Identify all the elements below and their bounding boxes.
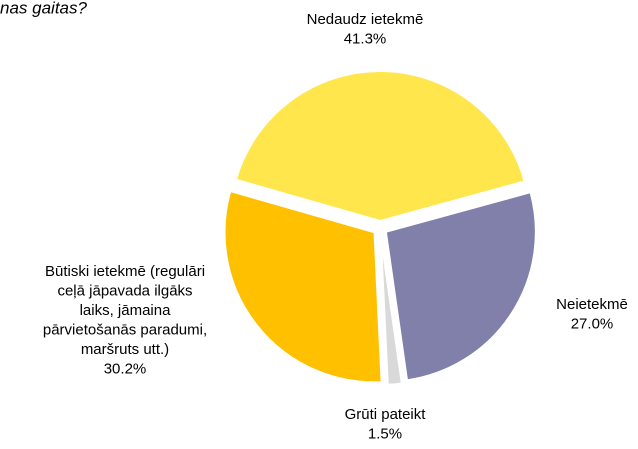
value-label: 41.3% [344, 30, 387, 47]
label-line: Grūti pateikt [345, 406, 427, 423]
value-label: 30.2% [104, 360, 147, 377]
pie-slice [223, 189, 383, 384]
label-line: maršruts utt.) [81, 341, 169, 358]
pie-slice [379, 234, 403, 386]
label-line: ceļā jāpavada ilgāks [57, 282, 192, 299]
pie-slice [384, 190, 537, 382]
value-label: 1.5% [368, 425, 402, 442]
label-line: laiks, jāmaina [80, 302, 172, 319]
chart-title: nas gaitas? [0, 0, 87, 17]
slice-label: Būtiski ietekmē (regulāri ceļā jāpavada i… [43, 263, 207, 358]
slice-label: Neietekmē [556, 296, 628, 313]
slice-label: Grūti pateikt [345, 406, 427, 423]
label-line: Nedaudz ietekmē [307, 11, 424, 28]
value-label: 27.0% [571, 315, 614, 332]
pie-slice [234, 70, 526, 223]
label-line: pārvietošanās paradumi, [43, 321, 207, 338]
slice-label: Nedaudz ietekmē [307, 11, 424, 28]
label-line: Būtiski ietekmē (regulāri [45, 263, 205, 280]
label-line: Neietekmē [556, 296, 628, 313]
